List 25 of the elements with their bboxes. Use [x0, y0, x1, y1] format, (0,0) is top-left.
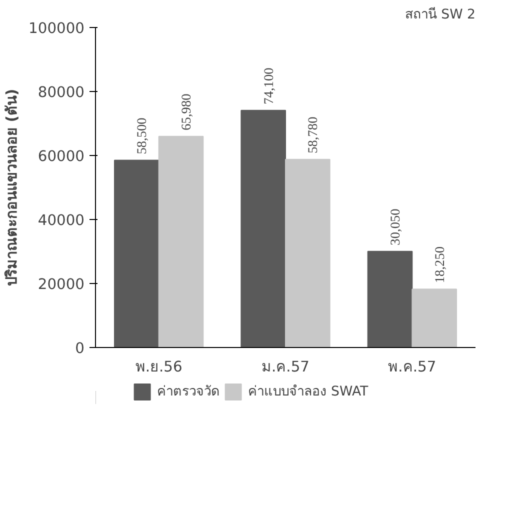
y-tick-label: 0: [75, 340, 85, 357]
bar: [367, 250, 413, 348]
x-tick-label: พ.ย.56: [135, 358, 182, 376]
y-tick-label: 20000: [38, 276, 84, 293]
bar: [158, 136, 204, 348]
bar: [285, 158, 330, 348]
y-tick-label: 60000: [38, 148, 84, 165]
data-label: 18,250: [432, 246, 447, 284]
bar: [240, 110, 286, 348]
data-label: 30,050: [388, 208, 402, 246]
data-label: 74,100: [260, 67, 276, 104]
y-tick-label: 100000: [28, 20, 85, 37]
chart-title: สถานี SW 2: [404, 6, 476, 22]
x-tick-label: ม.ค.57: [262, 358, 310, 376]
y-axis-title: ปริมาณตะกอนแขวนลอย (ตัน): [4, 88, 21, 286]
y-tick-label: 40000: [38, 212, 84, 229]
x-tick-label: พ.ค.57: [388, 358, 436, 376]
data-label: 58,780: [305, 116, 320, 154]
data-label: 65,980: [178, 93, 194, 130]
data-label: 58,500: [134, 117, 150, 154]
legend-label: ค่าตรวจวัด: [156, 384, 220, 402]
y-tick-label: 80000: [38, 84, 84, 101]
bar: [412, 288, 457, 348]
bar: [114, 160, 160, 348]
legend-label: ค่าแบบจำลอง SWAT: [248, 384, 368, 402]
